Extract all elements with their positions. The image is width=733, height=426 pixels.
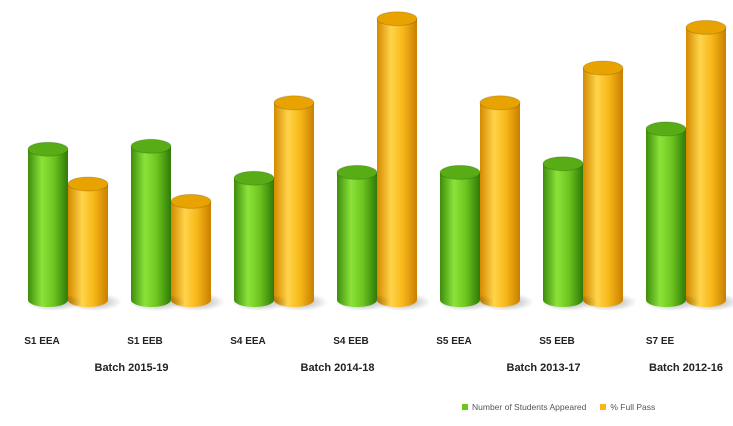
category-label-s4-eeb: S4 EEB	[333, 336, 369, 347]
bar-number-of-students-appeared-s5-eea	[438, 164, 494, 311]
category-label-s1-eea: S1 EEA	[24, 336, 60, 347]
group-label-batch-2015-19: Batch 2015-19	[94, 362, 169, 374]
legend-swatch-students	[462, 404, 468, 410]
category-label-s4-eea: S4 EEA	[230, 336, 266, 347]
bar-full-pass-s4-eeb	[375, 11, 431, 311]
bar-full-pass-s1-eea	[66, 176, 122, 311]
group-label-batch-2013-17: Batch 2013-17	[506, 362, 581, 374]
bar-full-pass-s7-ee	[684, 19, 733, 311]
bars-layer	[26, 11, 733, 311]
category-label-s5-eea: S5 EEA	[436, 336, 472, 347]
bar-number-of-students-appeared-s7-ee	[644, 121, 700, 311]
bar-number-of-students-appeared-s1-eea	[26, 141, 82, 311]
group-label-batch-2012-16: Batch 2012-16	[649, 362, 723, 374]
legend-label-full-pass: % Full Pass	[610, 402, 656, 412]
bar-full-pass-s5-eea	[478, 95, 534, 311]
group-label-batch-2014-18: Batch 2014-18	[300, 362, 375, 374]
bar-number-of-students-appeared-s1-eeb	[129, 138, 185, 311]
legend-item-students: Number of Students Appeared	[462, 402, 586, 412]
category-label-s5-eeb: S5 EEB	[539, 336, 575, 347]
legend-swatch-full-pass	[600, 404, 607, 410]
bar-full-pass-s4-eea	[272, 95, 328, 311]
bar-full-pass-s1-eeb	[169, 193, 225, 311]
bar-full-pass-s5-eeb	[581, 60, 637, 311]
legend-label-students: Number of Students Appeared	[472, 402, 587, 412]
bar-number-of-students-appeared-s5-eeb	[541, 156, 597, 311]
bar-number-of-students-appeared-s4-eeb	[335, 164, 391, 311]
bar-number-of-students-appeared-s4-eea	[232, 170, 288, 311]
category-label-s7-ee: S7 EE	[645, 336, 675, 347]
legend: Number of Students Appeared % Full Pass	[462, 402, 655, 412]
category-label-s1-eeb: S1 EEB	[127, 336, 163, 347]
legend-item-full-pass: % Full Pass	[600, 402, 655, 412]
